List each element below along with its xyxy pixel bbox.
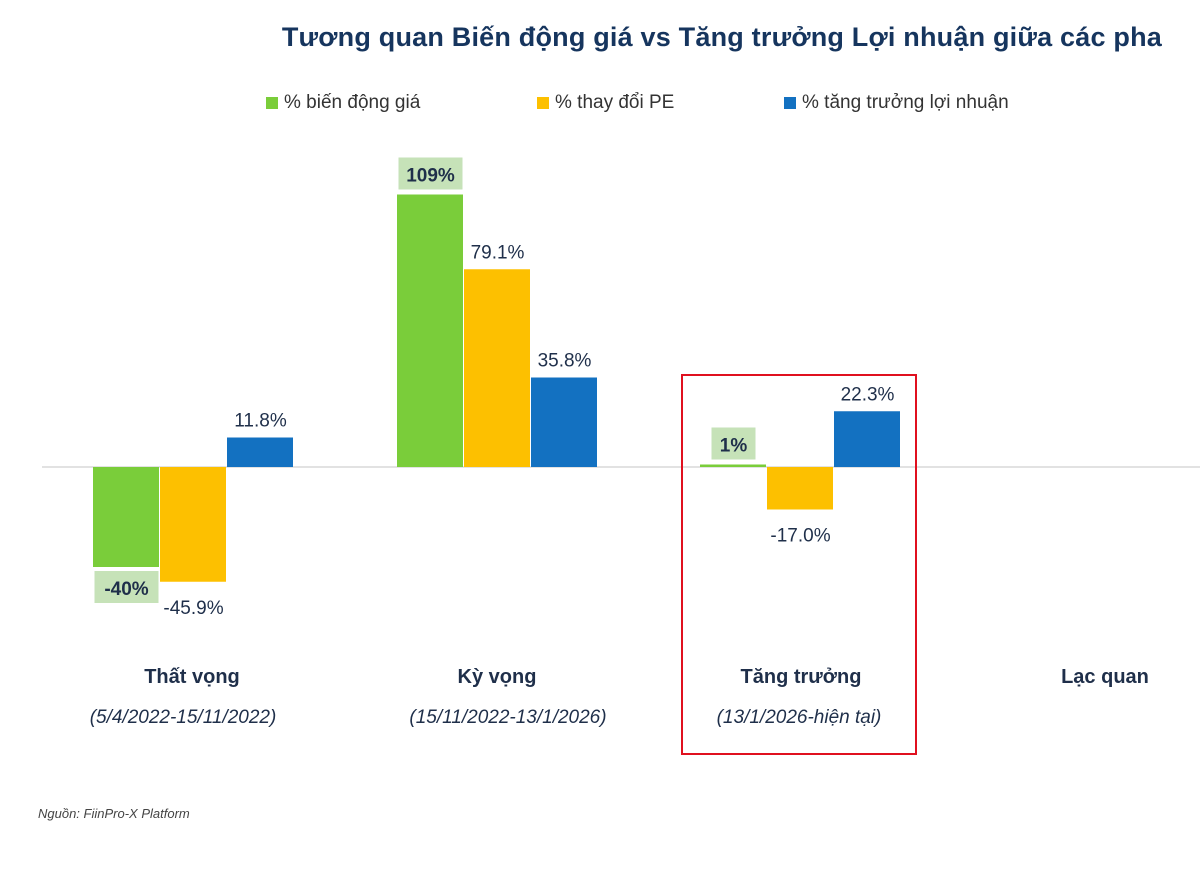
legend: % biến động giá % thay đổi PE % tăng trư…: [0, 92, 1200, 122]
bar-price-1: [397, 194, 463, 467]
bar-pe-1: [464, 269, 530, 467]
data-label-profit-2: 22.3%: [841, 384, 895, 405]
legend-item-profit: % tăng trưởng lợi nhuận: [784, 92, 1009, 114]
data-label-price-0: -40%: [104, 579, 148, 600]
data-label-bg-1: [398, 157, 463, 190]
bar-pe-0: [160, 467, 226, 582]
bar-price-0: [93, 467, 159, 567]
legend-label-profit: % tăng trưởng lợi nhuận: [802, 92, 1009, 113]
category-label-that-vong: Thất vọng: [144, 666, 240, 688]
data-label-pe-2: -17.0%: [770, 526, 830, 547]
source-note: Nguồn: FiinPro-X Platform: [38, 806, 190, 821]
data-label-profit-1: 35.8%: [538, 351, 592, 372]
legend-swatch-price: [266, 97, 278, 109]
bar-profit-0: [227, 437, 293, 467]
category-date-ky-vong: (15/11/2022-13/1/2026): [409, 707, 607, 728]
category-label-ky-vong: Kỳ vọng: [457, 666, 537, 688]
legend-item-pe: % thay đổi PE: [537, 92, 674, 114]
data-label-pe-1: 79.1%: [471, 242, 525, 263]
highlight-box: [681, 374, 917, 755]
legend-label-price: % biến động giá: [284, 92, 421, 113]
bar-profit-2: [834, 411, 900, 467]
legend-swatch-profit: [784, 97, 796, 109]
legend-item-price: % biến động giá: [266, 92, 420, 114]
bar-pe-2: [767, 467, 833, 510]
chart-title: Tương quan Biến động giá vs Tăng trưởng …: [281, 22, 1162, 52]
legend-swatch-pe: [537, 97, 549, 109]
data-label-price-2: 1%: [720, 436, 748, 457]
category-date-tang-truong: (13/1/2026-hiện tại): [716, 707, 882, 728]
category-label-tang-truong: Tăng trưởng: [740, 666, 862, 688]
bar-price-2: [700, 464, 766, 467]
legend-label-pe: % thay đổi PE: [555, 92, 675, 113]
data-label-pe-0: -45.9%: [163, 598, 223, 619]
data-label-profit-0: 11.8%: [234, 411, 287, 432]
data-label-price-1: 109%: [406, 166, 455, 187]
category-label-lac-quan: Lạc quan: [1061, 666, 1149, 688]
data-label-bg-0: [94, 571, 159, 603]
bar-profit-1: [531, 377, 597, 467]
data-label-bg-2: [711, 427, 756, 460]
category-date-that-vong: (5/4/2022-15/11/2022): [89, 707, 277, 728]
